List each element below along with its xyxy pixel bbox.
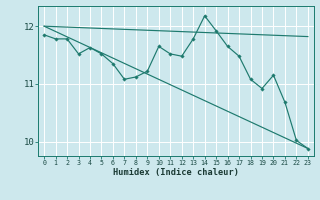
X-axis label: Humidex (Indice chaleur): Humidex (Indice chaleur) (113, 168, 239, 177)
